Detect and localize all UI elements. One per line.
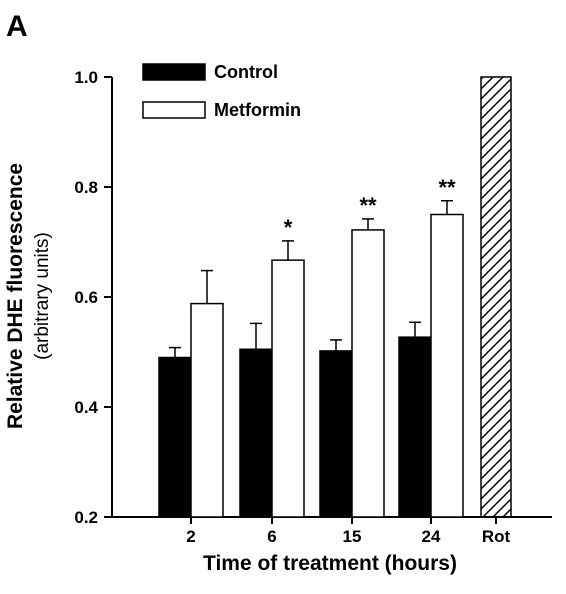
bars: ***** [158, 76, 512, 518]
significance-marker: * [284, 215, 293, 240]
significance-marker: ** [359, 193, 377, 218]
bar-metformin [271, 259, 305, 518]
legend-label-control: Control [214, 62, 278, 82]
legend-swatch-control [142, 63, 206, 81]
bar-control [158, 356, 192, 518]
y-tick-label: 1.0 [74, 68, 98, 87]
y-axis-title: Relative DHE fluorescence [4, 163, 27, 429]
bar-control [398, 336, 432, 518]
x-tick-label: 24 [422, 527, 441, 546]
y-axis-subtitle: (arbitrary units) [32, 232, 53, 360]
x-axis-title: Time of treatment (hours) [203, 552, 457, 575]
x-tick-label: 15 [343, 527, 362, 546]
y-tick-label: 0.2 [74, 508, 98, 527]
bar-metformin [430, 213, 464, 518]
x-tick-label: 2 [186, 527, 195, 546]
significance-marker: ** [438, 175, 456, 200]
legend-swatch-metformin [142, 101, 206, 119]
panel-label: A [6, 10, 28, 43]
y-tick-label: 0.4 [74, 398, 98, 417]
legend-label-metformin: Metformin [214, 100, 301, 120]
legend: Control Metformin [142, 62, 301, 120]
x-tick-label: 6 [267, 527, 276, 546]
bar-rot [480, 76, 512, 518]
bar-control [319, 350, 353, 518]
bar-control [239, 348, 273, 518]
y-tick-label: 0.8 [74, 178, 98, 197]
bar-metformin [190, 302, 224, 518]
bar-metformin [351, 229, 385, 518]
x-tick-label: Rot [482, 527, 511, 546]
y-tick-label: 0.6 [74, 288, 98, 307]
